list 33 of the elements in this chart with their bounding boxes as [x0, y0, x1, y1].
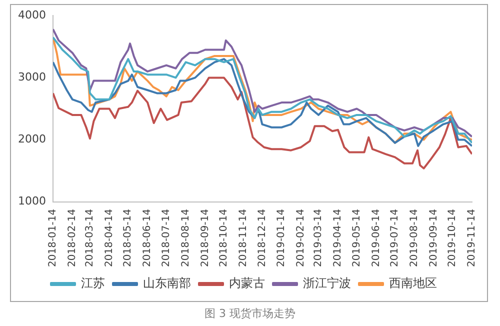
x-tick-label: 2019-03-14 — [313, 208, 324, 268]
x-tick-label: 2018-03-14 — [84, 208, 96, 268]
x-tick-label: 2018-11-14 — [238, 208, 249, 268]
x-tick-label: 2018-09-14 — [200, 208, 211, 268]
y-tick-label: 2000 — [18, 132, 46, 146]
x-tick-label: 2018-01-14 — [48, 208, 59, 268]
x-tick-label: 2019-04-14 — [332, 208, 344, 268]
legend-label: 山东南部 — [143, 276, 191, 290]
x-tick-label: 2018-02-14 — [67, 208, 78, 268]
x-tick-label: 2019-11-14 — [466, 208, 478, 268]
x-tick-label: 2019-01-14 — [276, 208, 288, 268]
y-tick-label: 4000 — [18, 8, 46, 22]
legend-label: 西南地区 — [389, 276, 437, 290]
x-tick-label: 2019-09-14 — [428, 208, 440, 268]
x-tick-label: 2019-08-14 — [408, 208, 420, 268]
x-tick-label: 2018-06-14 — [142, 208, 154, 268]
legend-label: 内蒙古 — [229, 276, 265, 290]
x-tick-label: 2019-02-14 — [296, 208, 307, 268]
x-tick-label: 2018-04-14 — [104, 208, 115, 268]
legend-label: 浙江宁波 — [303, 276, 351, 290]
x-tick-label: 2018-12-14 — [256, 208, 268, 268]
caption: 图 3 现货市场走势 — [204, 306, 296, 321]
x-tick-label: 2018-07-14 — [160, 208, 172, 268]
y-tick-label: 3000 — [18, 70, 46, 84]
x-tick-label: 2018-05-14 — [122, 208, 134, 268]
x-tick-label: 2019-07-14 — [390, 208, 401, 268]
x-tick-label: 2019-10-14 — [447, 208, 458, 268]
x-tick-label: 2019-06-14 — [370, 208, 382, 268]
x-tick-label: 2018-08-14 — [180, 208, 192, 268]
x-tick-label: 2018-10-14 — [218, 208, 230, 268]
x-tick-label: 2019-05-14 — [351, 208, 362, 268]
y-tick-label: 1000 — [18, 194, 46, 208]
legend-label: 江苏 — [81, 276, 105, 290]
